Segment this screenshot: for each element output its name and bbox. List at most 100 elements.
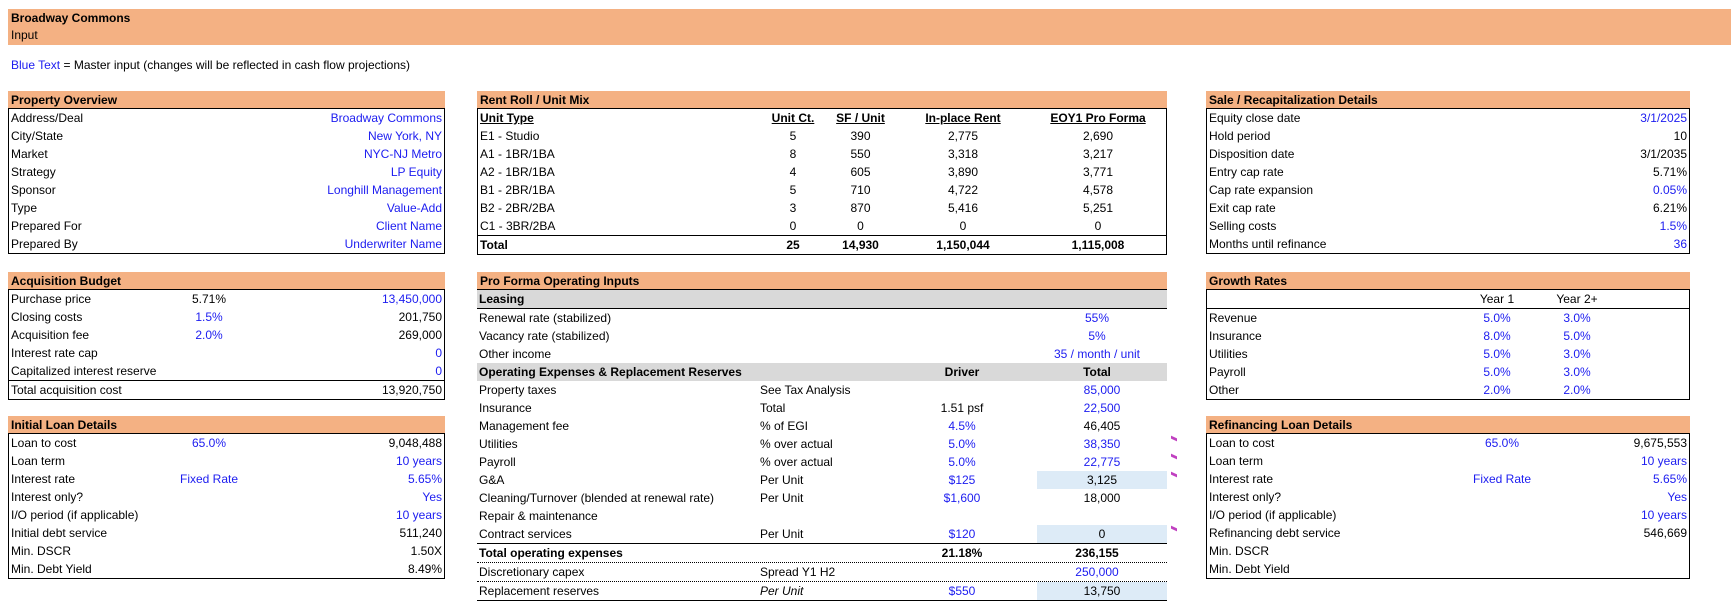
acquisition-row-value[interactable]: 0	[435, 346, 442, 360]
opex-total[interactable]: 22,500	[1083, 401, 1121, 415]
overview-label: Prepared By	[11, 237, 78, 251]
sale-value[interactable]: 0.05%	[1652, 183, 1687, 197]
growth-label: Payroll	[1209, 365, 1246, 379]
leasing-value[interactable]: 55%	[1084, 311, 1110, 325]
opex-driver[interactable]: 4.5%	[948, 419, 976, 433]
initial-loan-row-mid[interactable]: 65.0%	[191, 436, 227, 450]
overview-value[interactable]: Underwriter Name	[344, 237, 442, 251]
opex-driver[interactable]: $120	[948, 527, 976, 541]
property-overview-header: Property Overview	[8, 91, 445, 109]
overview-label: City/State	[11, 129, 64, 143]
sale-value[interactable]: 1.5%	[1659, 219, 1687, 233]
initial-loan-row-mid[interactable]: Fixed Rate	[179, 472, 239, 486]
refi-loan-row-label: Min. Debt Yield	[1209, 562, 1290, 576]
refi-loan-section: Refinancing Loan Details Loan to cost 65.…	[1206, 416, 1690, 579]
opex-row: Repair & maintenance	[477, 507, 1167, 525]
opex-row: G&A Per Unit $125 3,125	[477, 471, 1177, 489]
overview-value[interactable]: New York, NY	[367, 129, 442, 143]
growth-row: Payroll 5.0% 3.0%	[1207, 363, 1689, 381]
overview-value[interactable]: Longhill Management	[327, 183, 442, 197]
initial-loan-row-label: Loan term	[11, 454, 66, 468]
overview-row: Strategy LP Equity	[9, 163, 444, 181]
overview-value[interactable]: Broadway Commons	[330, 111, 442, 125]
leasing-value[interactable]: 5%	[1088, 329, 1106, 343]
growth-row: Revenue 5.0% 3.0%	[1207, 309, 1689, 327]
opex-total[interactable]: 22,775	[1083, 455, 1121, 469]
overview-value[interactable]: NYC-NJ Metro	[363, 147, 442, 161]
initial-loan-row: Loan term 10 years	[9, 452, 444, 470]
growth-year2[interactable]: 5.0%	[1563, 329, 1591, 343]
sale-label: Hold period	[1209, 129, 1271, 143]
initial-loan-row: Min. DSCR 1.50X	[9, 542, 444, 560]
opex-driver[interactable]: $125	[948, 473, 976, 487]
leasing-row: Vacancy rate (stabilized) 5%	[477, 327, 1167, 345]
initial-loan-row-label: Min. DSCR	[11, 544, 72, 558]
initial-loan-row-label: Loan to cost	[11, 436, 77, 450]
initial-loan-row-label: Initial debt service	[11, 526, 108, 540]
initial-loan-row-value[interactable]: Yes	[422, 490, 442, 504]
growth-year1[interactable]: 8.0%	[1483, 329, 1511, 343]
legend-blue-text: Blue Text	[11, 58, 61, 72]
leasing-value[interactable]: 35 / month / unit	[1053, 347, 1141, 361]
opex-driver[interactable]: 5.0%	[948, 455, 976, 469]
overview-row: Prepared By Underwriter Name	[9, 235, 444, 253]
refi-loan-row-label: Interest rate	[1209, 472, 1274, 486]
growth-year2[interactable]: 3.0%	[1563, 365, 1591, 379]
initial-loan-row: Loan to cost 65.0% 9,048,488	[9, 434, 444, 452]
opex-basis: Per Unit	[760, 473, 804, 487]
refi-loan-row-value[interactable]: 10 years	[1640, 454, 1687, 468]
total-opex-label: Total operating expenses	[479, 546, 623, 560]
sheet-title: Broadway Commons	[11, 11, 131, 25]
opex-driver[interactable]: 5.0%	[948, 437, 976, 451]
capex-total[interactable]: 250,000	[1075, 565, 1119, 579]
refi-loan-row-value[interactable]: 5.65%	[1652, 472, 1687, 486]
total-opex-row: Total operating expenses 21.18% 236,155	[477, 543, 1167, 562]
refi-loan-row-value[interactable]: 10 years	[1640, 508, 1687, 522]
leasing-label: Renewal rate (stabilized)	[479, 311, 612, 325]
growth-year1[interactable]: 2.0%	[1483, 383, 1511, 397]
opex-total[interactable]: 85,000	[1083, 383, 1121, 397]
acquisition-row-mid[interactable]: 2.0%	[195, 328, 223, 342]
sale-value: 10	[1673, 129, 1687, 143]
overview-value[interactable]: Value-Add	[386, 201, 442, 215]
acquisition-row-label: Purchase price	[11, 292, 92, 306]
sale-value[interactable]: 36	[1673, 237, 1687, 251]
sale-value: 5.71%	[1652, 165, 1687, 179]
inplace-rent-cell: 0	[959, 219, 967, 233]
acquisition-row-mid[interactable]: 1.5%	[195, 310, 223, 324]
refi-loan-row-mid[interactable]: 65.0%	[1484, 436, 1520, 450]
growth-year2[interactable]: 3.0%	[1563, 311, 1591, 325]
reserves-driver[interactable]: $550	[948, 584, 976, 598]
opex-label: Contract services	[479, 527, 572, 541]
acquisition-row-value[interactable]: 0	[435, 364, 442, 378]
acquisition-row-value[interactable]: 13,450,000	[381, 292, 442, 306]
growth-year1[interactable]: 5.0%	[1483, 311, 1511, 325]
growth-year1[interactable]: 5.0%	[1483, 347, 1511, 361]
initial-loan-row-value[interactable]: 10 years	[395, 454, 442, 468]
sale-row: Months until refinance 36	[1207, 235, 1689, 253]
year2-header: Year 2+	[1556, 292, 1598, 306]
growth-year1[interactable]: 5.0%	[1483, 365, 1511, 379]
refi-loan-row-mid[interactable]: Fixed Rate	[1472, 472, 1532, 486]
growth-rates-table: Year 1 Year 2+ Revenue 5.0% 3.0% Insurance 8…	[1206, 290, 1690, 400]
refi-loan-table: Loan to cost 65.0% 9,675,553 Loan term 10 ye…	[1206, 434, 1690, 579]
total-opex-value: 236,155	[1075, 546, 1119, 560]
title-banner: Broadway Commons Input	[8, 9, 1731, 45]
growth-year2[interactable]: 3.0%	[1563, 347, 1591, 361]
acquisition-row: Interest rate cap 0	[9, 344, 444, 362]
initial-loan-row-value[interactable]: 5.65%	[407, 472, 442, 486]
sale-value[interactable]: 3/1/2025	[1640, 111, 1687, 125]
refi-loan-row-value[interactable]: Yes	[1667, 490, 1687, 504]
inplace-rent-cell: 4,722	[947, 183, 979, 197]
refi-loan-header: Refinancing Loan Details	[1206, 416, 1690, 434]
opex-total[interactable]: 38,350	[1083, 437, 1121, 451]
initial-loan-row-value[interactable]: 10 years	[395, 508, 442, 522]
total-sf: 14,930	[842, 238, 879, 252]
sale-row: Equity close date 3/1/2025	[1207, 109, 1689, 127]
overview-value[interactable]: LP Equity	[390, 165, 442, 179]
initial-loan-row-value: 511,240	[399, 526, 443, 540]
growth-year2[interactable]: 2.0%	[1563, 383, 1591, 397]
reserves-basis: Per Unit	[760, 584, 804, 598]
overview-value[interactable]: Client Name	[375, 219, 442, 233]
opex-driver[interactable]: $1,600	[943, 491, 981, 505]
